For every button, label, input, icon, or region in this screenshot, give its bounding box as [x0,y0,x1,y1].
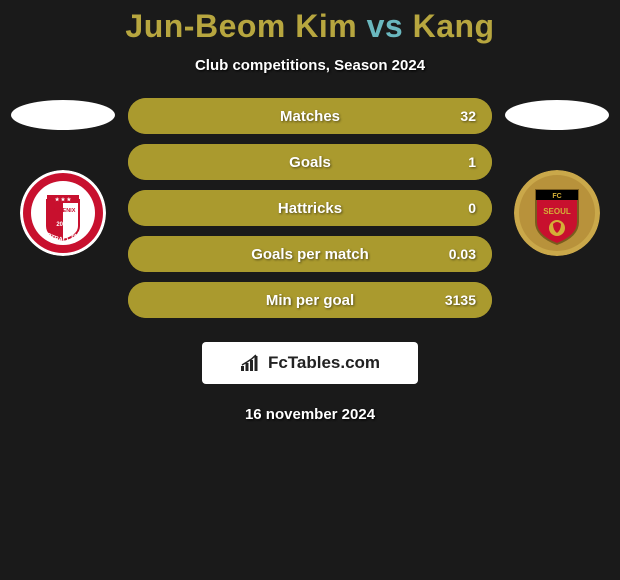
stat-label: Matches [280,108,340,125]
stat-label: Hattricks [278,200,342,217]
club-badge-left-svg: ★ ★ ★ PHOENIX 2015 FOOTBALL CLUB [20,170,106,256]
player-left-avatar [11,100,115,130]
svg-text:2015: 2015 [56,222,70,228]
svg-text:PHOENIX: PHOENIX [51,208,76,214]
svg-text:FC: FC [552,193,561,200]
brand-text: FcTables.com [268,353,380,373]
player-right-avatar [505,100,609,130]
stat-label: Goals [289,154,331,171]
stat-bar: Goals per match 0.03 [128,236,492,272]
stat-bar: Goals 1 [128,144,492,180]
stats-column: Matches 32 Goals 1 Hattricks 0 Goals per match… [118,98,502,328]
brand-box[interactable]: FcTables.com [202,342,418,384]
main-row: ★ ★ ★ PHOENIX 2015 FOOTBALL CLUB Matches… [0,98,620,328]
subtitle: Club competitions, Season 2024 [0,57,620,74]
title-vs: vs [367,8,404,44]
comparison-title: Jun-Beom Kim vs Kang [0,0,620,45]
stat-bar: Min per goal 3135 [128,282,492,318]
player-left-col: ★ ★ ★ PHOENIX 2015 FOOTBALL CLUB [8,98,118,256]
stat-value-right: 1 [468,154,476,170]
club-badge-right-svg: FC SEOUL [514,170,600,256]
stat-value-right: 3135 [445,292,476,308]
stat-label: Goals per match [251,246,369,263]
svg-text:★ ★ ★: ★ ★ ★ [55,197,72,203]
title-player2: Kang [413,8,495,44]
club-badge-left: ★ ★ ★ PHOENIX 2015 FOOTBALL CLUB [20,170,106,256]
stat-value-right: 32 [460,108,476,124]
stat-bar: Matches 32 [128,98,492,134]
brand-chart-icon [240,354,262,372]
footer-date: 16 november 2024 [0,406,620,423]
stat-label: Min per goal [266,292,354,309]
svg-text:SEOUL: SEOUL [543,207,571,216]
stat-value-right: 0 [468,200,476,216]
player-right-col: FC SEOUL [502,98,612,256]
club-badge-right: FC SEOUL [514,170,600,256]
stat-value-right: 0.03 [449,246,476,262]
stat-bar: Hattricks 0 [128,190,492,226]
title-player1: Jun-Beom Kim [125,8,357,44]
